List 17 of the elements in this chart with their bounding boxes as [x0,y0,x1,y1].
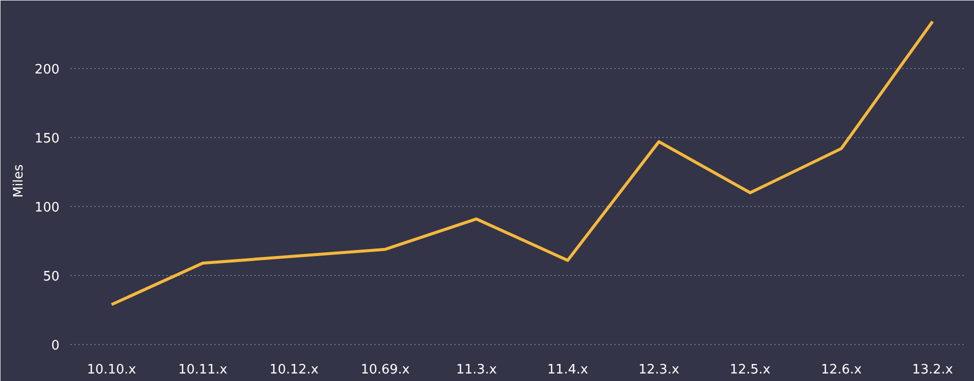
line-series [110,20,934,306]
x-tick-label: 12.3.x [638,362,680,378]
x-tick-label: 11.4.x [547,362,588,378]
y-tick-label: 150 [34,132,60,147]
x-tick-label: 10.69.x [360,362,410,378]
y-tick-label: 100 [34,200,60,216]
x-tick-label: 12.6.x [820,362,862,378]
y-tick-label: 50 [42,270,60,285]
x-tick-label: 12.5.x [730,362,771,378]
y-axis-title: Miles [12,164,27,198]
y-tick-label: 0 [51,338,60,354]
x-tick-label: 10.10.x [87,362,136,378]
x-tick-label: 10.11.x [178,362,228,378]
y-tick-label: 200 [34,62,60,78]
x-tick-label: 10.12.x [269,362,319,378]
x-tick-label: 13.2.x [912,362,954,378]
x-tick-label: 11.3.x [456,362,498,378]
